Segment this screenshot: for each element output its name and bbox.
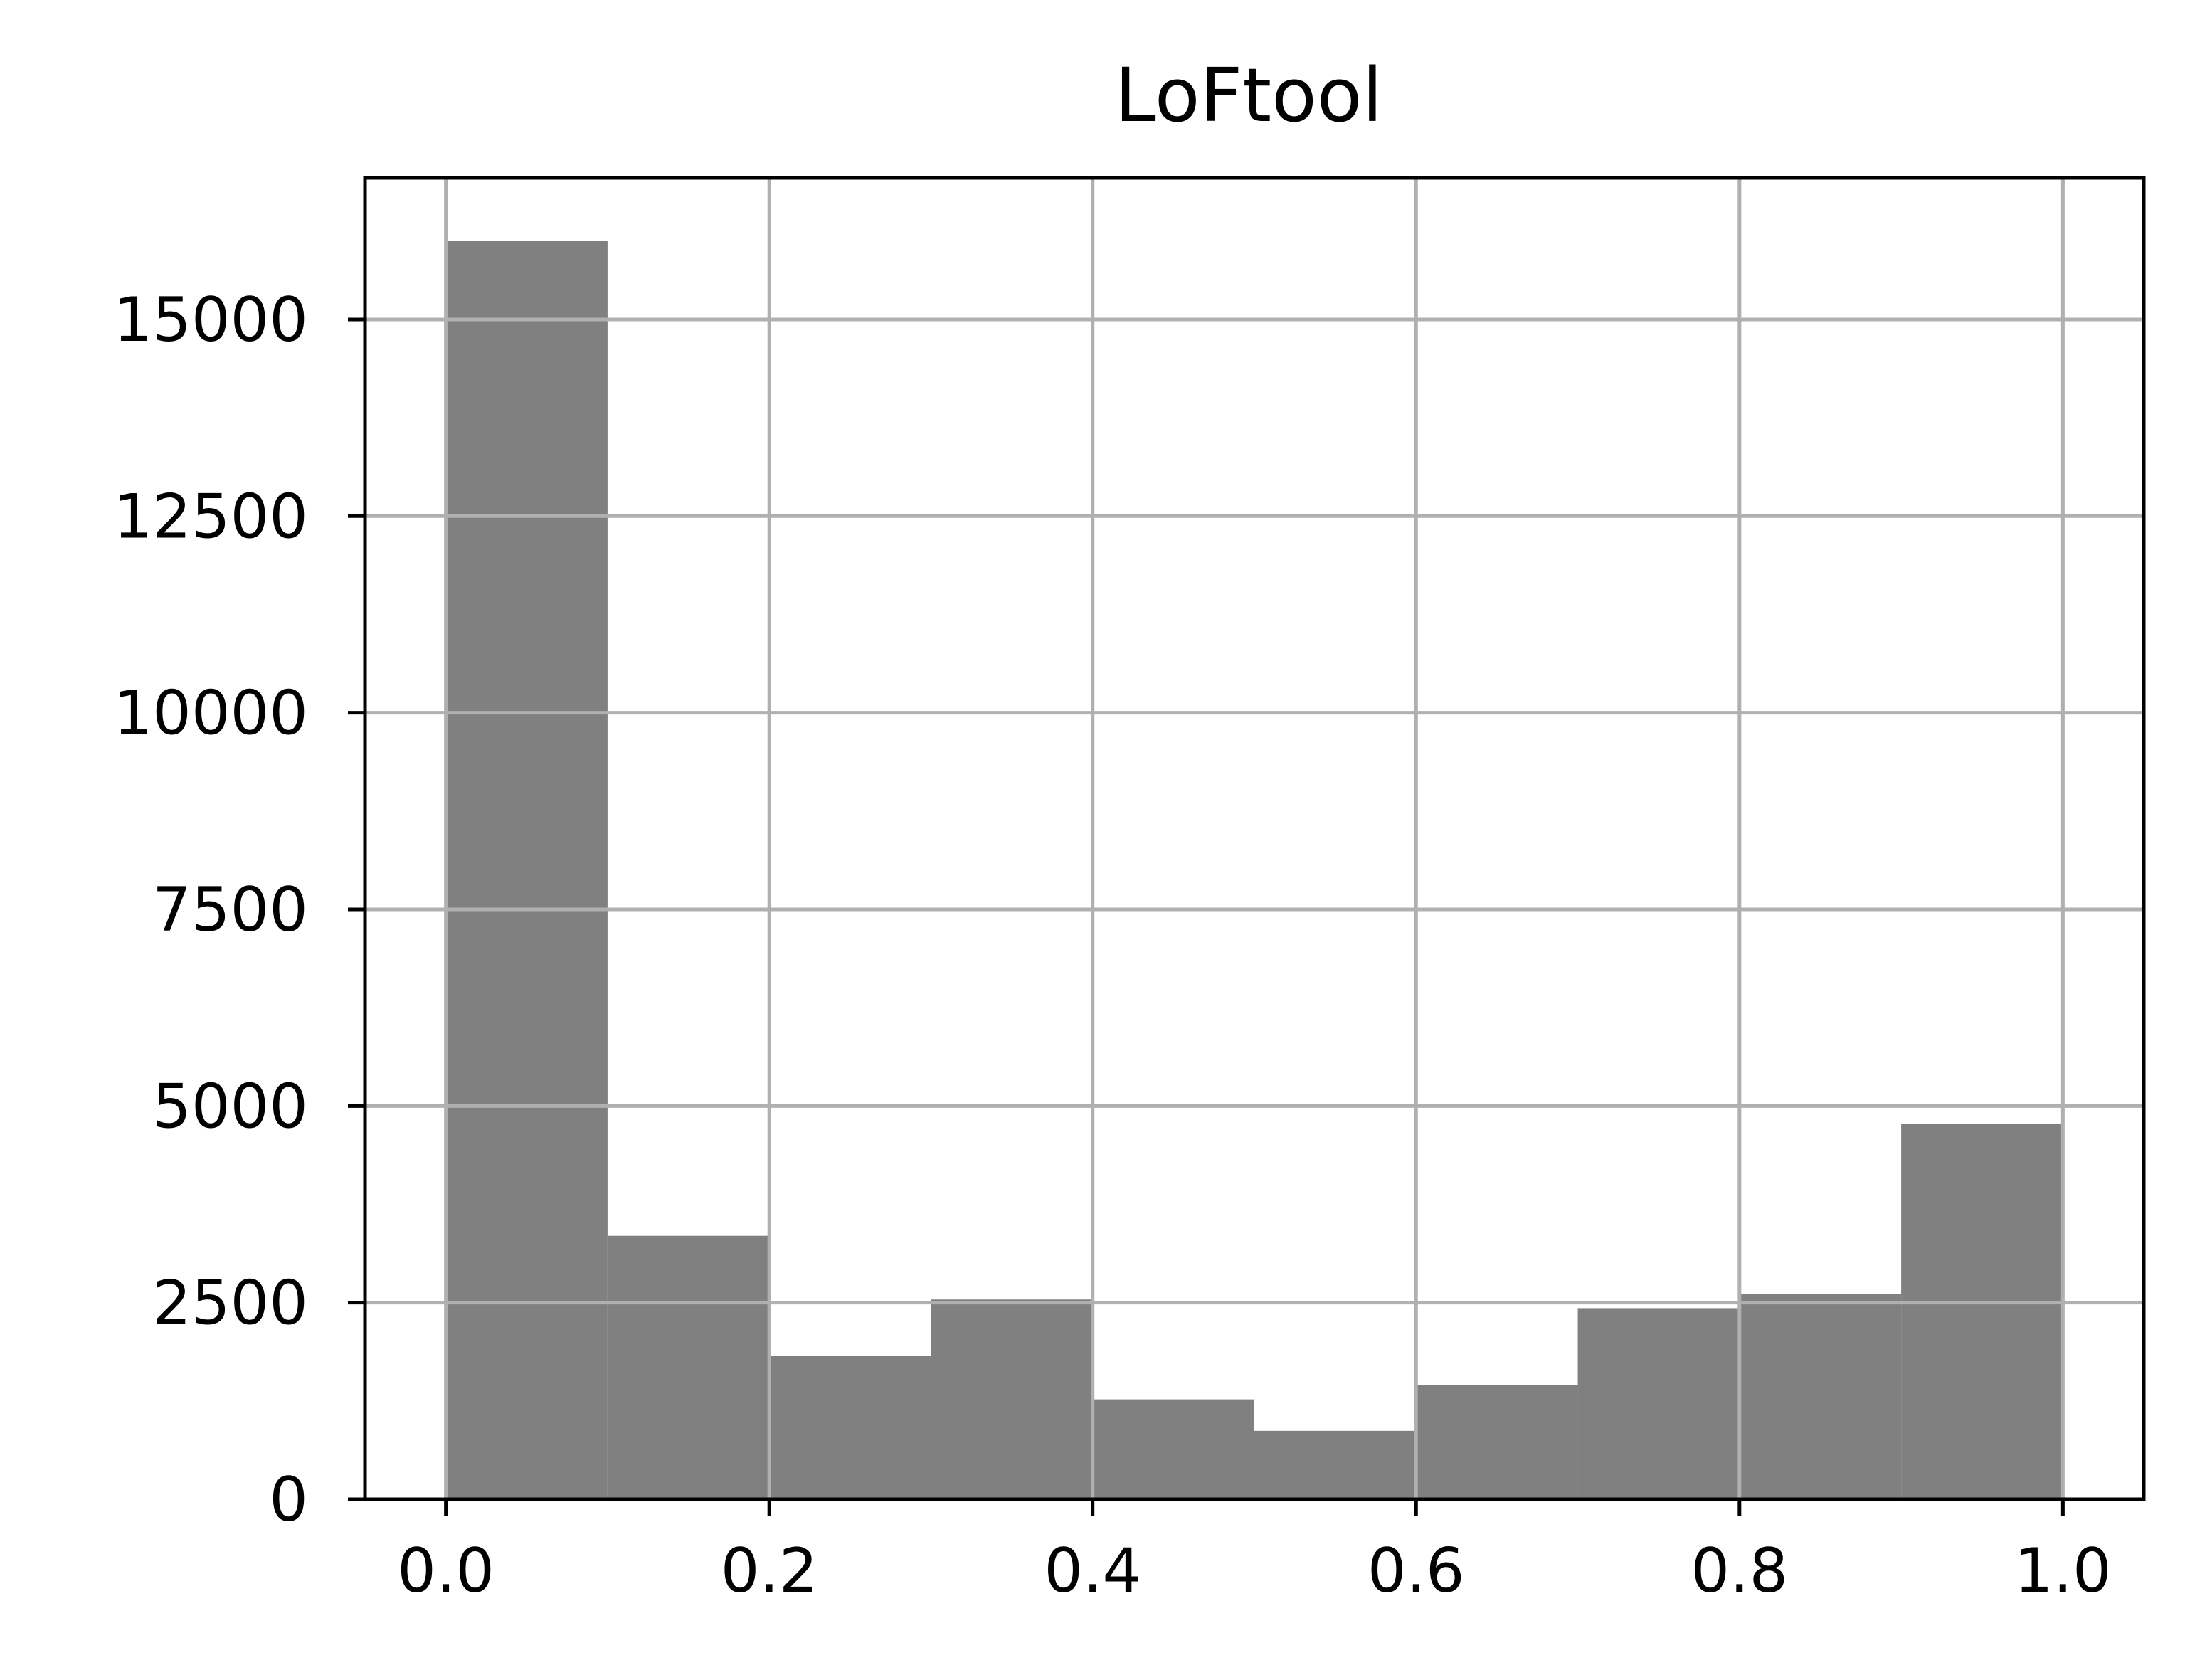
y-tick-label: 12500: [113, 481, 308, 552]
x-tick-label: 0.2: [721, 1536, 818, 1607]
x-axis: 0.0 0.2 0.4 0.6 0.8 1.0: [397, 1499, 2112, 1607]
histogram-bar: [931, 1299, 1093, 1499]
y-tick-label: 10000: [113, 678, 308, 749]
histogram-bar: [607, 1235, 770, 1499]
x-tick-label: 0.6: [1367, 1536, 1465, 1607]
histogram-bar: [1416, 1385, 1578, 1499]
y-tick-label: 15000: [113, 285, 308, 356]
x-tick-label: 0.0: [397, 1536, 494, 1607]
chart-title: LoFtool: [1115, 52, 1383, 139]
histogram-bar: [1254, 1430, 1417, 1499]
histogram-bar: [769, 1356, 931, 1499]
histogram-bar: [1739, 1294, 1902, 1499]
bars-group: [445, 241, 2063, 1499]
histogram-bar: [1092, 1399, 1254, 1499]
x-tick-label: 0.4: [1044, 1536, 1141, 1607]
y-tick-label: 0: [269, 1464, 308, 1536]
y-axis: 0 2500 5000 7500 10000 12500 15000: [113, 285, 365, 1536]
y-tick-label: 7500: [152, 875, 308, 946]
y-tick-label: 2500: [152, 1268, 308, 1339]
x-tick-label: 0.8: [1691, 1536, 1788, 1607]
histogram-bar: [1901, 1124, 2063, 1499]
histogram-bar: [1577, 1308, 1740, 1499]
axes-frame: [363, 176, 2146, 1501]
x-tick-label: 1.0: [2014, 1536, 2112, 1607]
histogram-bar: [445, 241, 608, 1499]
y-tick-label: 5000: [152, 1071, 308, 1142]
